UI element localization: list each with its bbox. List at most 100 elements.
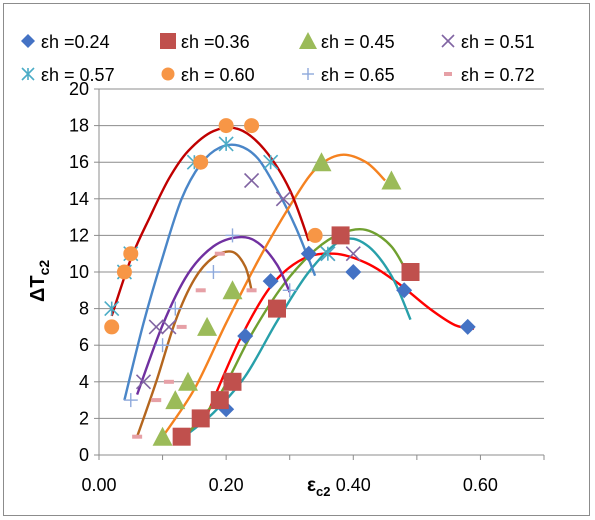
data-point-series-7 — [282, 283, 297, 298]
data-point-series-4 — [244, 172, 260, 189]
data-point-series-6 — [244, 118, 260, 134]
x-tick-label: 0.20 — [209, 475, 244, 495]
legend-marker-8 — [444, 72, 452, 76]
data-point-series-1 — [262, 273, 279, 290]
data-point-series-1 — [300, 245, 317, 262]
legend-marker-7 — [302, 68, 314, 80]
data-point-series-3 — [197, 316, 218, 336]
legend-marker-4 — [441, 34, 455, 48]
trendline-series-8 — [135, 250, 253, 438]
y-tick-label: 20 — [69, 79, 89, 99]
legend-item-5: εh = 0.57 — [21, 65, 115, 85]
data-point-series-6 — [218, 118, 234, 134]
y-tick-label: 0 — [79, 445, 89, 465]
data-point-series-2 — [331, 226, 350, 245]
legend-marker-6 — [161, 67, 175, 81]
data-point-series-3 — [178, 371, 198, 391]
y-tick-label: 6 — [79, 335, 89, 355]
data-point-series-5 — [104, 301, 120, 317]
data-point-series-5 — [320, 246, 336, 262]
legend-item-7: εh = 0.65 — [302, 65, 395, 85]
data-point-series-8 — [246, 288, 257, 293]
y-tick-label: 2 — [79, 408, 89, 428]
legend-label-5: εh = 0.57 — [41, 65, 115, 85]
trendline-series-5 — [123, 143, 317, 401]
data-point-series-4 — [161, 319, 177, 335]
data-point-series-2 — [401, 263, 420, 281]
y-tick-label: 18 — [69, 116, 89, 136]
legend: εh =0.24 εh =0.36 εh = 0.45 εh = 0.51 εh = 0… — [21, 32, 535, 85]
legend-marker-5 — [21, 67, 35, 81]
x-axis-title: εc2 — [307, 475, 331, 499]
y-tick-label: 8 — [79, 299, 89, 319]
data-point-series-1 — [345, 264, 362, 280]
data-point-series-2 — [268, 299, 286, 318]
axes: 0 2 4 6 8 10 12 14 16 18 20 0.00 0.20 0.40 0.60 — [69, 79, 545, 495]
data-point-series-8 — [163, 379, 174, 384]
trendline-series-7 — [110, 126, 310, 317]
data-point-series-2 — [172, 427, 191, 446]
data-point-series-8 — [151, 398, 162, 403]
legend-label-7: εh = 0.65 — [321, 65, 395, 85]
legend-label-2: εh =0.36 — [181, 32, 250, 52]
data-point-series-1 — [237, 328, 254, 345]
scatter-chart: 0 2 4 6 8 10 12 14 16 18 20 0.00 0.20 0.40 0.60 εh =0.… — [21, 32, 545, 499]
legend-item-4: εh = 0.51 — [441, 32, 535, 52]
data-point-series-3 — [381, 170, 402, 190]
x-tick-label: 0.60 — [463, 475, 498, 495]
legend-label-8: εh = 0.72 — [461, 65, 535, 85]
legend-label-1: εh =0.24 — [41, 32, 110, 52]
data-point-series-7 — [155, 338, 170, 353]
data-point-series-7 — [225, 228, 240, 243]
chart-frame: 0 2 4 6 8 10 12 14 16 18 20 0.00 0.20 0.40 0.60 εh =0.… — [3, 3, 590, 516]
trendline-series-4 — [135, 235, 291, 396]
data-point-series-6 — [116, 264, 132, 280]
legend-item-8: εh = 0.72 — [444, 65, 535, 85]
trendlines — [110, 126, 475, 440]
data-point-series-7 — [123, 393, 138, 408]
legend-item-2: εh =0.36 — [160, 32, 250, 52]
legend-item-3: εh = 0.45 — [299, 32, 395, 52]
data-point-series-4 — [135, 374, 152, 390]
legend-label-3: εh = 0.45 — [321, 32, 395, 52]
data-point-series-3 — [152, 426, 173, 446]
y-tick-label: 4 — [79, 372, 89, 392]
data-point-series-4 — [148, 319, 164, 335]
data-point-series-1 — [396, 282, 413, 299]
data-point-series-3 — [222, 280, 243, 300]
data-point-series-6 — [123, 246, 139, 262]
legend-label-6: εh = 0.60 — [181, 65, 255, 85]
y-tick-label: 16 — [69, 152, 89, 172]
trendline-series-1 — [205, 252, 475, 416]
data-point-series-6 — [193, 154, 209, 170]
data-point-series-3 — [165, 390, 186, 410]
trendline-series-6 — [161, 153, 386, 438]
data-point-series-3 — [311, 152, 332, 172]
y-tick-label: 14 — [69, 189, 89, 209]
legend-marker-1 — [21, 34, 35, 48]
x-tick-label: 0.40 — [336, 475, 371, 495]
data-point-series-7 — [168, 301, 183, 316]
data-point-series-8 — [195, 288, 206, 293]
legend-item-6: εh = 0.60 — [161, 65, 255, 85]
y-tick-label: 12 — [69, 225, 89, 245]
y-tick-label: 10 — [69, 262, 89, 282]
legend-label-4: εh = 0.51 — [461, 32, 535, 52]
data-point-series-4 — [275, 191, 291, 207]
data-point-series-2 — [223, 372, 242, 391]
legend-marker-2 — [160, 33, 176, 49]
data-point-series-5 — [218, 136, 234, 152]
data-point-series-8 — [132, 434, 143, 439]
data-point-series-6 — [307, 227, 323, 243]
data-point-series-8 — [176, 324, 187, 329]
x-tick-label: 0.00 — [81, 475, 116, 495]
data-point-series-2 — [210, 391, 229, 410]
data-point-series-7 — [206, 265, 221, 279]
y-axis-title: ΔTc2 — [27, 260, 52, 302]
legend-marker-3 — [299, 32, 317, 49]
data-point-series-1 — [459, 318, 476, 335]
data-point-series-2 — [191, 409, 210, 428]
data-point-series-5 — [263, 154, 279, 170]
data-point-series-6 — [104, 319, 120, 335]
data-point-series-8 — [214, 251, 225, 256]
